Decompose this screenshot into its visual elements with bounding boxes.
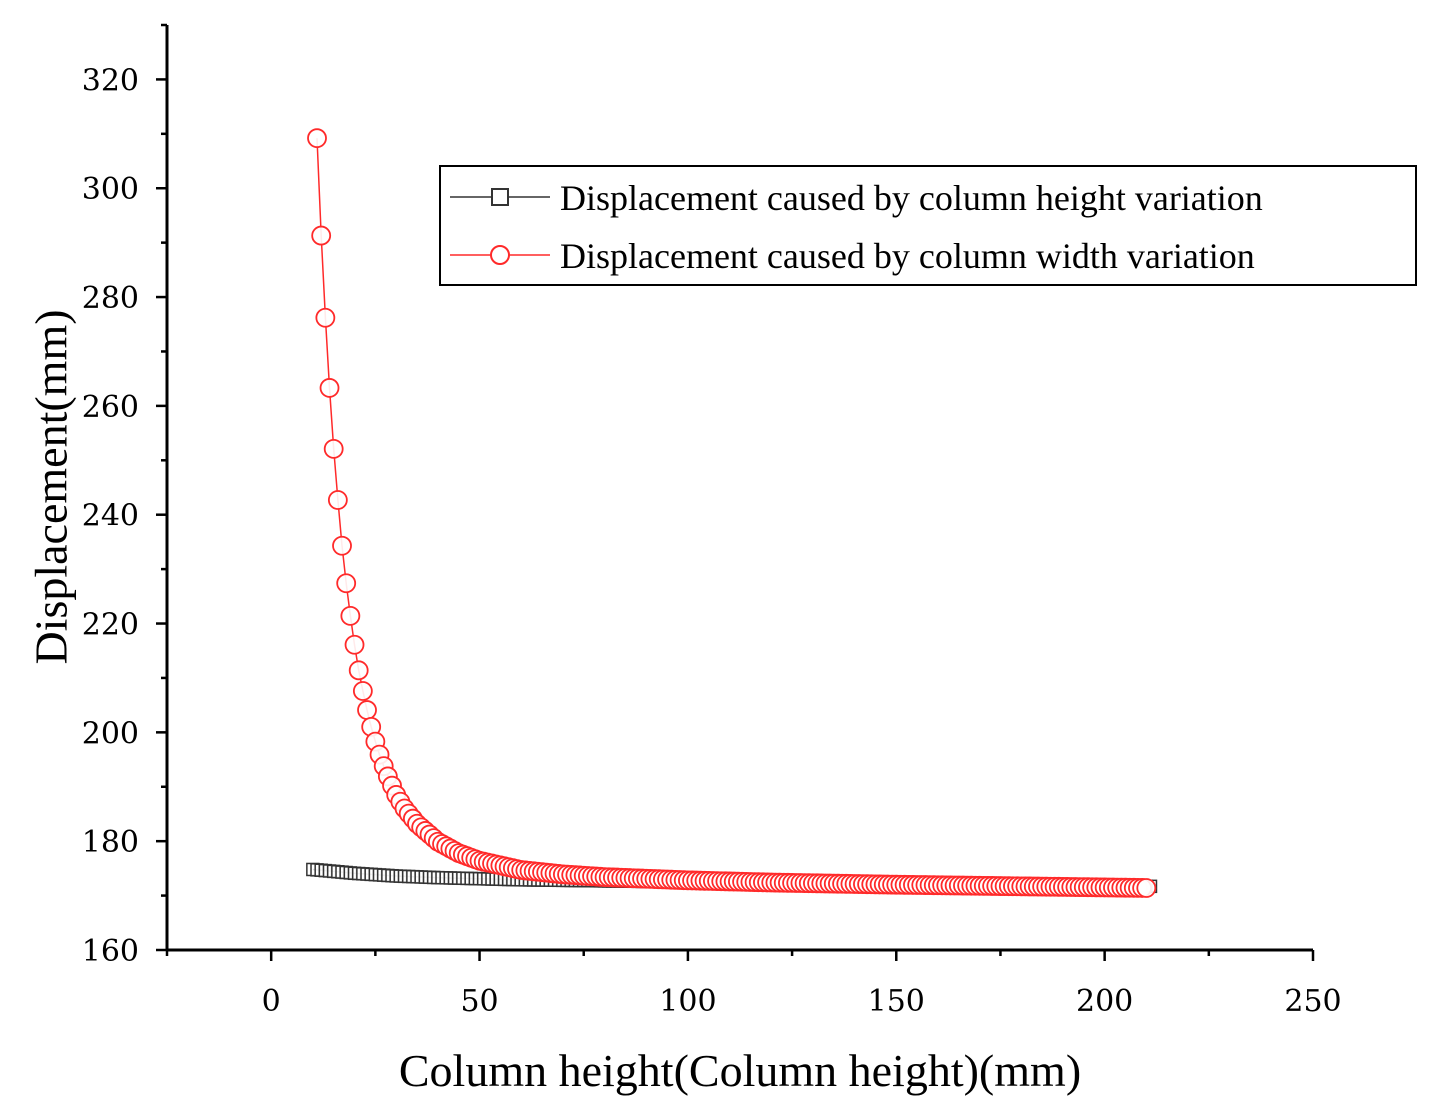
data-point-circle [311, 225, 332, 246]
axes: 160 180 200 220 240 260 280 300 320 0 50 100 150 200 2… [82, 23, 1342, 1019]
legend-label-height: Displacement caused by column height var… [560, 178, 1263, 218]
series-width-variation [307, 128, 1157, 898]
legend-marker-square [491, 188, 509, 206]
y-tick-label: 160 [82, 934, 139, 969]
series-layer [306, 128, 1158, 898]
data-point-circle [336, 573, 357, 594]
data-point-circle [307, 128, 327, 149]
y-tick-label: 220 [82, 608, 139, 643]
data-point-circle [348, 660, 369, 681]
y-tick-label: 200 [82, 716, 139, 751]
y-tick-label: 300 [82, 172, 139, 207]
y-tick-label: 260 [82, 390, 139, 425]
y-tick-label: 320 [82, 63, 139, 98]
data-point-circle [327, 490, 348, 510]
data-point-circle [319, 378, 340, 398]
x-tick-label: 100 [659, 984, 716, 1019]
data-point-circle [357, 700, 377, 720]
data-point-circle [352, 681, 373, 701]
x-tick-label: 200 [1076, 984, 1133, 1019]
y-tick-label: 280 [82, 281, 139, 316]
data-point-circle [315, 307, 336, 328]
y-tick-label: 180 [82, 825, 139, 860]
y-tick-label: 240 [82, 499, 139, 534]
legend-box [439, 165, 1417, 286]
legend: Displacement caused by column height var… [439, 165, 1417, 286]
data-point-circle [344, 634, 365, 655]
x-axis-title: Column height(Column height)(mm) [399, 1045, 1081, 1096]
legend-marker-circle [490, 245, 510, 265]
x-tick-label: 0 [262, 984, 281, 1019]
x-tick-label: 150 [868, 984, 925, 1019]
data-point-circle [323, 438, 344, 459]
x-tick-label: 50 [460, 984, 498, 1019]
data-point-circle [340, 606, 361, 626]
x-tick-label: 250 [1284, 984, 1341, 1019]
y-axis-title: Displacement(mm) [26, 309, 77, 664]
legend-label-width: Displacement caused by column width vari… [560, 236, 1255, 276]
data-point-circle [1136, 878, 1157, 898]
data-point-circle [332, 535, 352, 556]
